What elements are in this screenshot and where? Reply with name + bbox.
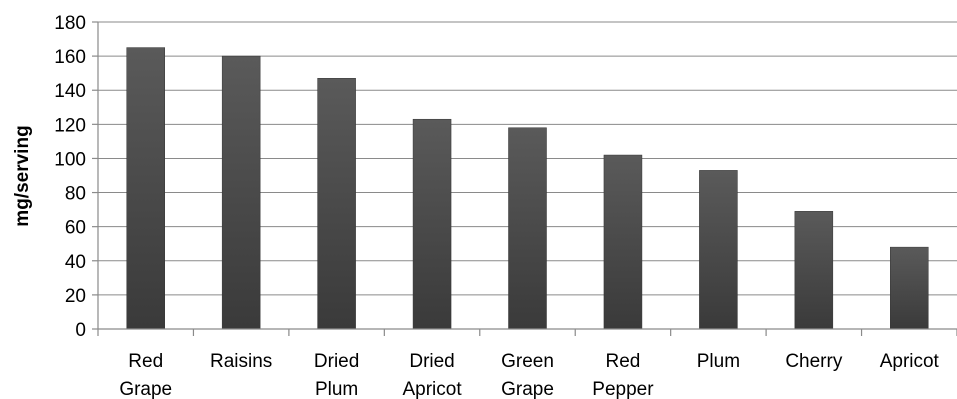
x-tick-label: Raisins	[210, 351, 272, 372]
x-tick-label: Red Grape	[119, 351, 172, 399]
y-tick-label: 20	[65, 286, 86, 307]
y-tick-labels: 0 20 40 60 80 100 120 140 160 180	[54, 13, 86, 341]
y-tick-label: 160	[54, 47, 86, 68]
y-axis-label: mg/serving	[12, 125, 33, 226]
bar	[126, 47, 165, 330]
y-tick-label: 120	[54, 115, 86, 136]
bar	[221, 55, 261, 330]
x-tick-label: Red Pepper	[592, 351, 654, 399]
x-tick-labels: Red Grape Raisins Dried Plum Dried Apricot Gree…	[119, 351, 939, 399]
bar	[890, 246, 929, 330]
x-tick-label: Plum	[697, 351, 740, 372]
y-tick-label: 80	[65, 184, 86, 205]
y-tick-label: 60	[65, 218, 86, 239]
bar	[508, 127, 547, 330]
bar	[699, 170, 738, 330]
x-tick-label: Dried Plum	[314, 351, 359, 399]
bars	[126, 47, 929, 330]
x-tick-label: Cherry	[785, 351, 843, 372]
x-tick-label: Dried Apricot	[402, 351, 462, 399]
bar	[317, 78, 356, 330]
x-tick-label: Green Grape	[501, 351, 554, 399]
bar	[412, 118, 452, 330]
axes	[97, 22, 957, 336]
y-tick-label: 0	[75, 320, 86, 341]
x-tick-label: Apricot	[880, 351, 940, 372]
bar	[794, 211, 834, 330]
bar	[603, 154, 643, 330]
y-tick-label: 40	[65, 252, 86, 273]
y-tick-label: 100	[54, 149, 86, 170]
y-tick-label: 140	[54, 81, 86, 102]
y-tick-label: 180	[54, 13, 86, 34]
